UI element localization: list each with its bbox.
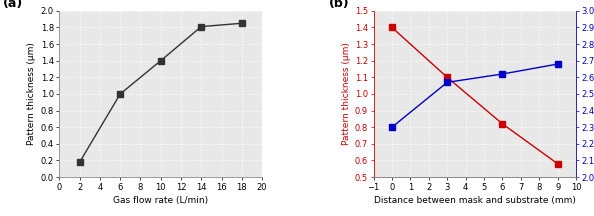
X-axis label: Gas flow rate (L/min): Gas flow rate (L/min): [113, 196, 208, 205]
X-axis label: Distance between mask and substrate (mm): Distance between mask and substrate (mm): [374, 196, 576, 205]
Y-axis label: Pattern thickness (μm): Pattern thickness (μm): [27, 43, 36, 145]
Y-axis label: Pattern thickness (μm): Pattern thickness (μm): [342, 43, 350, 145]
Text: (a): (a): [2, 0, 23, 11]
Text: (b): (b): [329, 0, 349, 11]
